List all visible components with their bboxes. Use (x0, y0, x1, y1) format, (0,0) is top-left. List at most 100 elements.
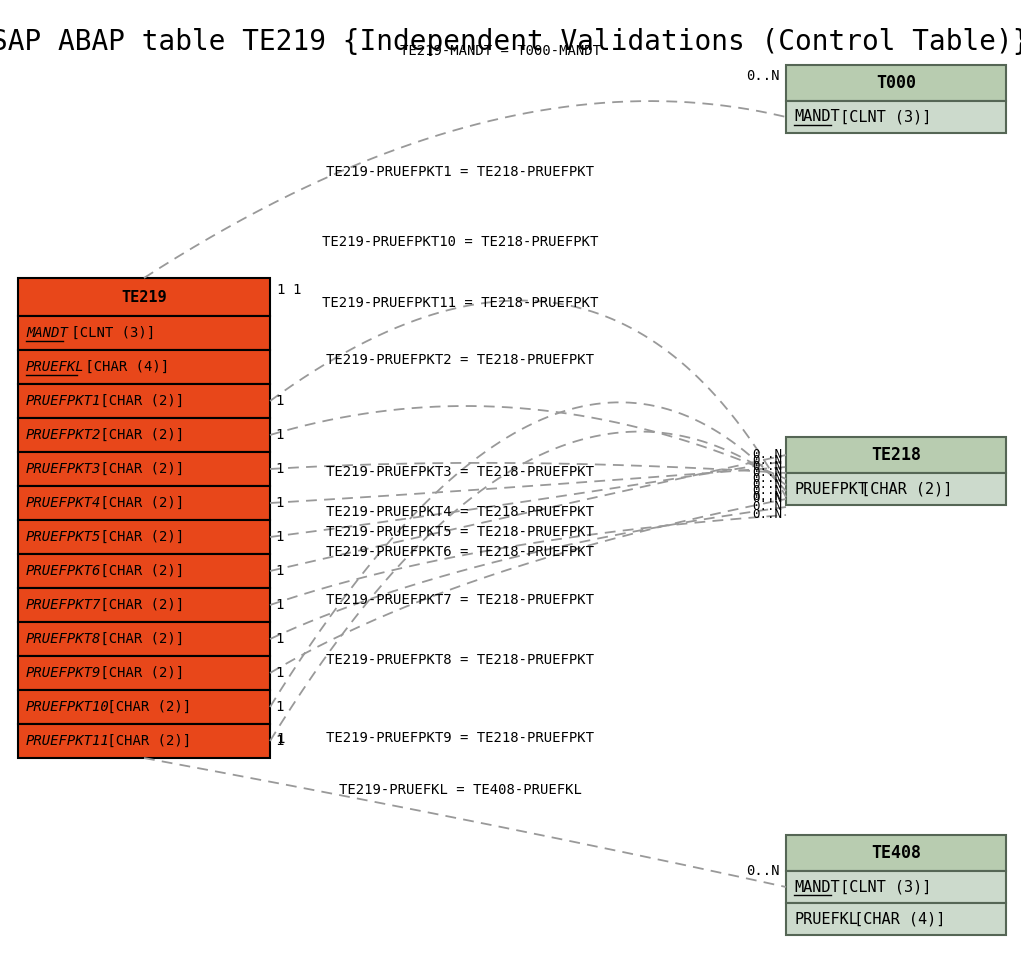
Text: TE408: TE408 (871, 844, 921, 862)
Text: 0..N: 0..N (752, 508, 782, 522)
Text: PRUEFPKT7: PRUEFPKT7 (26, 598, 101, 612)
Bar (18, 486, 270, 520)
Bar (18, 724, 270, 758)
Text: [CHAR (2)]: [CHAR (2)] (99, 734, 191, 748)
Text: 1: 1 (276, 732, 285, 746)
Text: TE219-PRUEFKL = TE408-PRUEFKL: TE219-PRUEFKL = TE408-PRUEFKL (339, 783, 581, 797)
Text: PRUEFPKT2: PRUEFPKT2 (26, 428, 101, 442)
Text: [CHAR (2)]: [CHAR (2)] (92, 632, 184, 646)
Text: T000: T000 (876, 74, 916, 92)
Text: PRUEFPKT8: PRUEFPKT8 (26, 632, 101, 646)
Bar (18, 588, 270, 622)
Bar (18, 384, 270, 418)
Text: 1: 1 (275, 496, 284, 510)
Text: 0..N: 0..N (752, 448, 782, 462)
Bar (18, 656, 270, 690)
Bar (786, 835, 1006, 871)
Text: [CHAR (2)]: [CHAR (2)] (92, 564, 184, 578)
Text: 1: 1 (275, 530, 284, 544)
Text: 1: 1 (292, 283, 300, 297)
Text: 0..N: 0..N (752, 461, 782, 473)
Text: 0..N: 0..N (752, 467, 782, 479)
Text: 0..N: 0..N (752, 501, 782, 513)
Bar (18, 316, 270, 350)
Text: 0..N: 0..N (752, 455, 782, 468)
Text: SAP ABAP table TE219 {Independent Validations (Control Table)}: SAP ABAP table TE219 {Independent Valida… (0, 28, 1021, 56)
Text: 1: 1 (276, 283, 285, 297)
Text: 0..N: 0..N (752, 493, 782, 505)
Bar (18, 452, 270, 486)
Text: 0..N: 0..N (746, 864, 780, 878)
Text: [CHAR (2)]: [CHAR (2)] (92, 394, 184, 408)
Bar (786, 903, 1006, 935)
Text: PRUEFKL: PRUEFKL (794, 912, 858, 926)
Text: TE219-PRUEFPKT5 = TE218-PRUEFPKT: TE219-PRUEFPKT5 = TE218-PRUEFPKT (326, 525, 594, 539)
Bar (18, 520, 270, 554)
Text: [CLNT (3)]: [CLNT (3)] (62, 326, 154, 340)
Text: PRUEFPKT1: PRUEFPKT1 (26, 394, 101, 408)
Text: TE219-PRUEFPKT3 = TE218-PRUEFPKT: TE219-PRUEFPKT3 = TE218-PRUEFPKT (326, 465, 594, 479)
Text: TE219-PRUEFPKT9 = TE218-PRUEFPKT: TE219-PRUEFPKT9 = TE218-PRUEFPKT (326, 731, 594, 745)
Text: PRUEFPKT3: PRUEFPKT3 (26, 462, 101, 476)
Text: 1: 1 (275, 666, 284, 680)
Bar (786, 437, 1006, 473)
Text: 1: 1 (275, 394, 284, 408)
Text: 1: 1 (275, 700, 284, 714)
Bar (786, 871, 1006, 903)
Text: 0..N: 0..N (752, 472, 782, 485)
Text: MANDT: MANDT (794, 880, 839, 894)
Text: PRUEFPKT6: PRUEFPKT6 (26, 564, 101, 578)
Text: 1: 1 (275, 632, 284, 646)
Text: [CHAR (4)]: [CHAR (4)] (78, 360, 169, 374)
Text: [CLNT (3)]: [CLNT (3)] (830, 880, 931, 894)
Text: PRUEFPKT11: PRUEFPKT11 (26, 734, 109, 748)
Text: TE219-MANDT = T000-MANDT: TE219-MANDT = T000-MANDT (399, 44, 600, 58)
Text: [CHAR (2)]: [CHAR (2)] (92, 496, 184, 510)
Text: TE219-PRUEFPKT7 = TE218-PRUEFPKT: TE219-PRUEFPKT7 = TE218-PRUEFPKT (326, 593, 594, 607)
Text: [CHAR (2)]: [CHAR (2)] (92, 462, 184, 476)
Text: PRUEFPKT9: PRUEFPKT9 (26, 666, 101, 680)
Text: 1: 1 (275, 462, 284, 476)
Text: [CHAR (2)]: [CHAR (2)] (92, 598, 184, 612)
Text: TE219-PRUEFPKT10 = TE218-PRUEFPKT: TE219-PRUEFPKT10 = TE218-PRUEFPKT (322, 235, 598, 249)
Text: TE219-PRUEFPKT1 = TE218-PRUEFPKT: TE219-PRUEFPKT1 = TE218-PRUEFPKT (326, 165, 594, 179)
Text: [CHAR (2)]: [CHAR (2)] (92, 530, 184, 544)
Text: MANDT: MANDT (794, 110, 839, 124)
Text: [CHAR (2)]: [CHAR (2)] (99, 700, 191, 714)
Bar (18, 622, 270, 656)
Bar (18, 554, 270, 588)
Text: 1: 1 (275, 564, 284, 578)
Text: 0..N: 0..N (752, 484, 782, 498)
Text: TE219-PRUEFPKT4 = TE218-PRUEFPKT: TE219-PRUEFPKT4 = TE218-PRUEFPKT (326, 505, 594, 519)
Text: TE219-PRUEFPKT8 = TE218-PRUEFPKT: TE219-PRUEFPKT8 = TE218-PRUEFPKT (326, 653, 594, 667)
Bar (18, 418, 270, 452)
Bar (786, 65, 1006, 101)
Text: PRUEFPKT5: PRUEFPKT5 (26, 530, 101, 544)
Bar (18, 350, 270, 384)
Bar (786, 473, 1006, 505)
Bar (18, 690, 270, 724)
Text: PRUEFPKT: PRUEFPKT (794, 481, 867, 497)
Text: TE219-PRUEFPKT11 = TE218-PRUEFPKT: TE219-PRUEFPKT11 = TE218-PRUEFPKT (322, 296, 598, 310)
Text: PRUEFPKT10: PRUEFPKT10 (26, 700, 109, 714)
Bar (18, 278, 270, 316)
Text: PRUEFKL: PRUEFKL (26, 360, 85, 374)
Text: TE218: TE218 (871, 446, 921, 464)
Text: 1: 1 (275, 598, 284, 612)
Text: [CLNT (3)]: [CLNT (3)] (830, 110, 931, 124)
Text: [CHAR (2)]: [CHAR (2)] (92, 666, 184, 680)
Text: [CHAR (4)]: [CHAR (4)] (845, 912, 945, 926)
Text: TE219-PRUEFPKT2 = TE218-PRUEFPKT: TE219-PRUEFPKT2 = TE218-PRUEFPKT (326, 353, 594, 367)
Text: MANDT: MANDT (26, 326, 67, 340)
Text: 1: 1 (275, 428, 284, 442)
Text: [CHAR (2)]: [CHAR (2)] (92, 428, 184, 442)
Text: 1: 1 (275, 734, 284, 748)
Bar (786, 101, 1006, 133)
Text: 0..N: 0..N (752, 478, 782, 492)
Text: 0..N: 0..N (752, 491, 782, 503)
Text: TE219: TE219 (121, 290, 166, 304)
Text: [CHAR (2)]: [CHAR (2)] (853, 481, 953, 497)
Text: 0..N: 0..N (746, 69, 780, 83)
Text: TE219-PRUEFPKT6 = TE218-PRUEFPKT: TE219-PRUEFPKT6 = TE218-PRUEFPKT (326, 545, 594, 559)
Text: PRUEFPKT4: PRUEFPKT4 (26, 496, 101, 510)
